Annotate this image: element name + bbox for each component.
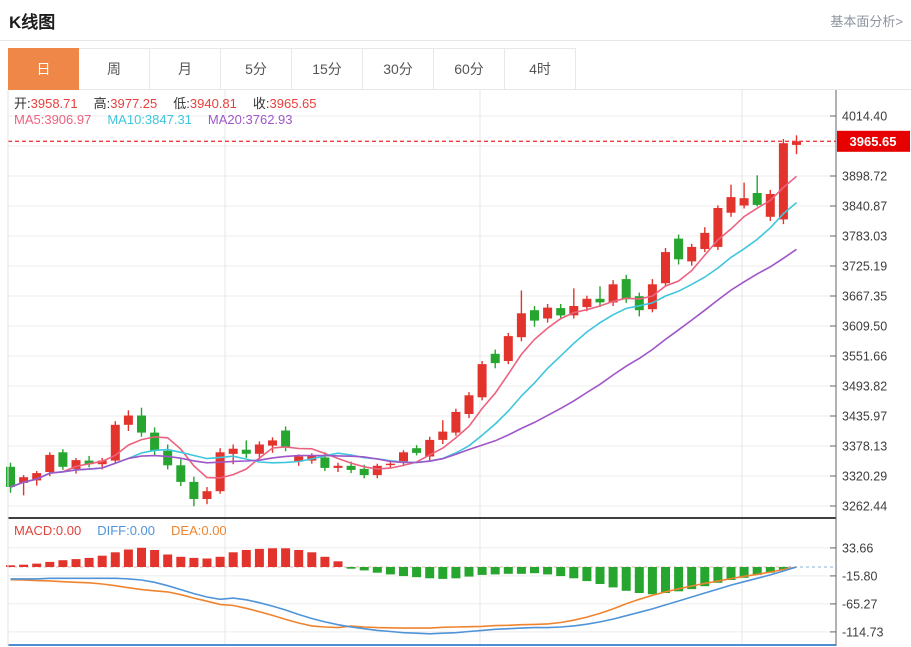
macd-axis-labels: 33.66 -15.80 -65.27 -114.73 [830, 541, 884, 639]
ma5-line [10, 175, 798, 488]
svg-text:3320.29: 3320.29 [842, 470, 887, 484]
svg-text:3965.65: 3965.65 [850, 134, 897, 149]
tab-week[interactable]: 周 [79, 48, 150, 90]
diff-line [10, 566, 797, 635]
svg-text:3898.72: 3898.72 [842, 170, 887, 184]
svg-text:3609.50: 3609.50 [842, 320, 887, 334]
period-tab-bar: 日周月 5分 15分 30分 60分 4时 [8, 48, 911, 90]
svg-text:-15.80: -15.80 [842, 569, 877, 583]
tab-day[interactable]: 日 [8, 48, 79, 90]
svg-text:3667.35: 3667.35 [842, 290, 887, 304]
candlestick-chart-canvas: 4014.40 3898.72 3840.87 3783.03 3725.19 3667.… [6, 90, 910, 646]
dea-line [10, 566, 797, 629]
tab-4hour[interactable]: 4时 [505, 48, 576, 90]
ma20-line [10, 248, 797, 488]
pane-borders [7, 90, 837, 646]
tab-60min[interactable]: 60分 [434, 48, 505, 90]
price-axis-labels: 4014.40 3898.72 3840.87 3783.03 3725.19 3667.… [830, 110, 887, 514]
macd-histogram [6, 547, 788, 595]
svg-text:3435.97: 3435.97 [842, 410, 887, 424]
svg-text:3262.44: 3262.44 [842, 500, 887, 514]
svg-text:3493.82: 3493.82 [842, 380, 887, 394]
svg-text:4014.40: 4014.40 [842, 110, 887, 124]
tab-month[interactable]: 月 [150, 48, 221, 90]
svg-text:3551.66: 3551.66 [842, 350, 887, 364]
header: K线图 基本面分析> [0, 0, 911, 41]
svg-text:-65.27: -65.27 [842, 597, 877, 611]
tab-15min[interactable]: 15分 [292, 48, 363, 90]
svg-text:33.66: 33.66 [842, 541, 873, 555]
svg-text:3725.19: 3725.19 [842, 260, 887, 274]
candles [6, 135, 801, 507]
svg-text:3378.13: 3378.13 [842, 440, 887, 454]
svg-text:-114.73: -114.73 [842, 625, 884, 639]
chart-area: 4014.40 3898.72 3840.87 3783.03 3725.19 3667.… [0, 90, 911, 647]
svg-text:3783.03: 3783.03 [842, 230, 887, 244]
fundamental-analysis-link[interactable]: 基本面分析> [830, 14, 903, 29]
page-title: K线图 [9, 13, 56, 32]
tab-5min[interactable]: 5分 [221, 48, 292, 90]
tab-30min[interactable]: 30分 [363, 48, 434, 90]
svg-text:3840.87: 3840.87 [842, 200, 887, 214]
current-price-tag: 3965.65 [837, 130, 910, 152]
